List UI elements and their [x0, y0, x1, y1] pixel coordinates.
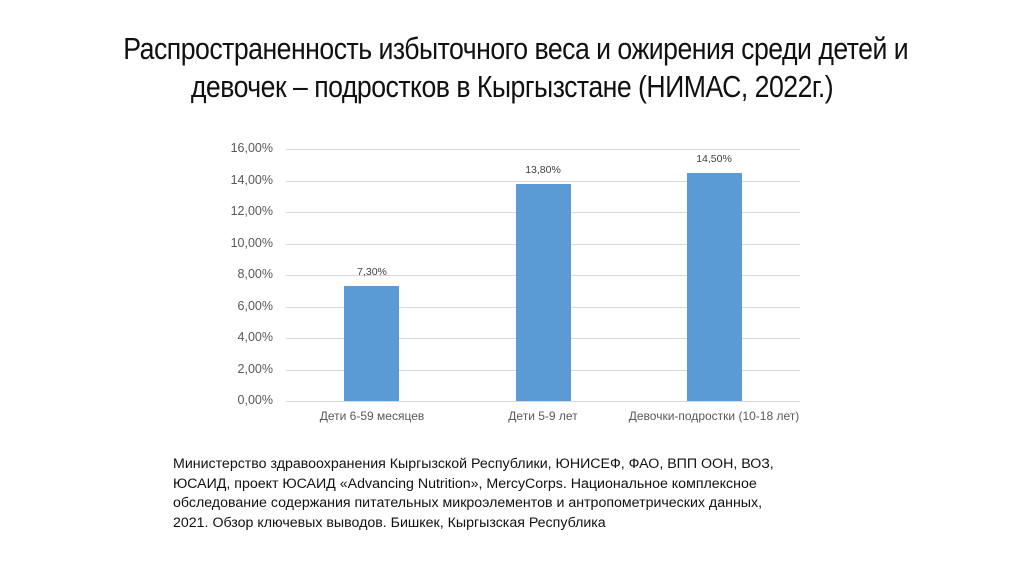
- x-category-label: Дети 5-9 лет: [508, 409, 578, 423]
- x-category-label: Девочки-подростки (10-18 лет): [628, 409, 800, 423]
- source-citation: Министерство здравоохранения Кыргызской …: [173, 455, 873, 533]
- y-tick-label: 0,00%: [237, 393, 273, 407]
- source-line-3: обследование содержания питательных микр…: [173, 495, 763, 511]
- y-tick-label: 10,00%: [230, 236, 273, 250]
- bar: [344, 286, 399, 401]
- y-tick-label: 6,00%: [237, 299, 273, 313]
- data-label: 13,80%: [525, 164, 561, 176]
- bar: [516, 184, 571, 401]
- slide-title: Распространенность избыточного веса и ож…: [123, 30, 909, 106]
- gridline: [286, 149, 800, 150]
- y-tick-label: 12,00%: [230, 204, 273, 218]
- source-line-1: Министерство здравоохранения Кыргызской …: [173, 456, 774, 472]
- bar: [687, 173, 742, 401]
- data-label: 14,50%: [696, 153, 732, 165]
- slide-title-line-2: девочек – подростков в Кыргызстане (НИМА…: [190, 69, 834, 104]
- source-line-2: ЮСАИД, проект ЮСАИД «Advancing Nutrition…: [173, 475, 757, 492]
- y-tick-label: 16,00%: [230, 141, 273, 155]
- slide-title-line-1: Распространенность избыточного веса и ож…: [123, 31, 909, 66]
- y-tick-label: 2,00%: [237, 362, 273, 376]
- y-tick-label: 4,00%: [237, 330, 273, 344]
- data-label: 7,30%: [357, 266, 387, 278]
- x-axis-line: [286, 401, 800, 402]
- x-category-label: Дети 6-59 месяцев: [319, 409, 425, 423]
- y-tick-label: 14,00%: [230, 173, 273, 187]
- source-line-4: 2021. Обзор ключевых выводов. Бишкек, Кы…: [173, 514, 606, 531]
- y-tick-label: 8,00%: [237, 267, 273, 281]
- gridline: [286, 181, 800, 182]
